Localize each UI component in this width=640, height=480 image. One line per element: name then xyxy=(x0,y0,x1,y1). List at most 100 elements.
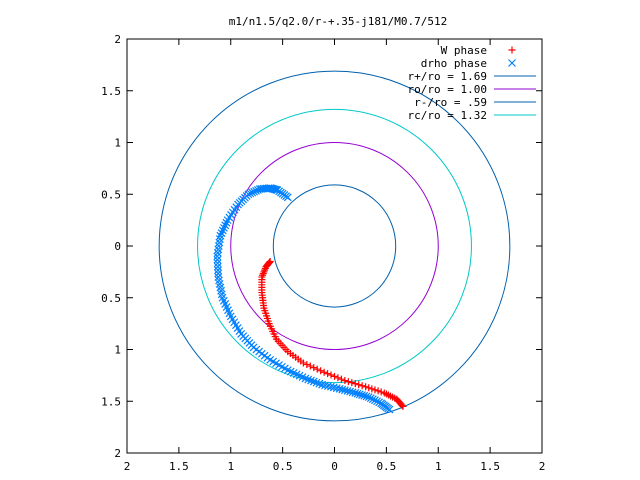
w-phase-point xyxy=(334,374,342,382)
drho-phase-point xyxy=(318,380,326,389)
x-tick-label: 0.5 xyxy=(273,460,293,473)
drho-phase-point xyxy=(326,382,335,391)
w-phase-point xyxy=(368,385,376,393)
chart-title: m1/n1.5/q2.0/r-+.35-j181/M0.7/512 xyxy=(229,15,448,28)
drho-phase-point xyxy=(218,226,227,235)
axis-ticks: 2 1.5 1 0.5 0 0.5 1 1.5 221.510.500.511.52 xyxy=(101,33,545,473)
w-phase-point xyxy=(260,268,268,276)
w-phase-point xyxy=(327,371,335,379)
drho-phase-point xyxy=(362,392,371,401)
legend-swatch xyxy=(508,59,516,67)
w-phase-point xyxy=(259,270,267,278)
drho-phase-point xyxy=(220,223,228,232)
x-tick-label: 0.5 xyxy=(376,460,396,473)
drho-phase-point xyxy=(214,269,223,278)
w-phase-point xyxy=(299,359,307,367)
w-phase-point xyxy=(371,386,379,394)
w-phase-point xyxy=(399,402,407,410)
y-tick-label: 2 xyxy=(114,33,121,46)
w-phase-point xyxy=(344,378,352,386)
drho-phase-point xyxy=(304,375,313,384)
y-tick-label: 1 xyxy=(114,137,121,150)
w-phase-point xyxy=(351,380,359,388)
drho-phase-point xyxy=(213,255,222,264)
x-tick-label: 1.5 xyxy=(480,460,500,473)
drho-phase-point xyxy=(217,229,226,237)
w-phase-point xyxy=(262,263,270,271)
drho-phase-point xyxy=(222,218,231,227)
drho-phase-point xyxy=(221,221,230,230)
drho-phase-point xyxy=(324,382,332,390)
w-phase-point xyxy=(320,368,328,376)
drho-phase-point xyxy=(355,390,364,399)
w-phase-point xyxy=(348,379,356,387)
circle-series xyxy=(272,184,397,308)
w-phase-point xyxy=(337,375,345,383)
legend-swatch xyxy=(508,46,516,54)
x-tick-label: 1 xyxy=(227,460,234,473)
w-phase-point xyxy=(398,401,406,409)
legend-label: ro/ro = 1.00 xyxy=(408,83,487,96)
y-tick-label: 0.5 xyxy=(101,188,121,201)
reference-circles xyxy=(158,70,511,422)
drho-phase-point xyxy=(253,186,262,194)
w-phase-point xyxy=(355,381,363,389)
drho-phase-point xyxy=(371,396,379,405)
x-tick-label: 1 xyxy=(435,460,442,473)
y-tick-label: 1.5 xyxy=(101,395,121,408)
drho-phase-point xyxy=(213,252,222,261)
circle-series xyxy=(158,70,511,422)
drho-phase-point xyxy=(375,398,384,407)
drho-phase-point xyxy=(301,374,310,383)
drho-phase-point xyxy=(340,386,349,395)
x-tick-label: 2 xyxy=(539,460,546,473)
legend-label: drho phase xyxy=(421,57,487,70)
drho-phase-point xyxy=(368,395,377,404)
x-tick-label: 1.5 xyxy=(169,460,189,473)
drho-phase-point xyxy=(213,262,222,271)
drho-phase-point xyxy=(360,391,369,400)
y-tick-label: 1.5 xyxy=(101,85,121,98)
y-tick-label: 1 xyxy=(114,344,121,357)
drho-phase-point xyxy=(309,377,318,386)
drho-phase-point xyxy=(358,391,366,399)
y-tick-label: 0.5 xyxy=(101,292,121,305)
w-phase-point xyxy=(313,365,321,373)
w-phase-point xyxy=(374,387,382,395)
drho-phase-point xyxy=(373,397,381,406)
w-phase-point xyxy=(310,364,318,372)
circle-series xyxy=(230,142,439,350)
legend-label: r+/ro = 1.69 xyxy=(408,70,487,83)
w-phase-point xyxy=(261,264,269,272)
drho-phase-point xyxy=(321,381,329,390)
drho-phase-point xyxy=(214,266,222,275)
drho-phase-point xyxy=(353,389,362,398)
w-phase-point xyxy=(358,382,366,390)
drho-phase-point xyxy=(248,188,257,197)
w-phase-point xyxy=(377,388,385,396)
w-phase-point xyxy=(259,271,267,279)
w-phase-point xyxy=(303,361,311,369)
drho-phase-point xyxy=(312,378,321,387)
drho-phase-point xyxy=(255,185,264,193)
drho-phase-point xyxy=(315,379,324,388)
drho-phase-point xyxy=(351,389,360,397)
circle-series xyxy=(197,108,472,384)
y-tick-label: 0 xyxy=(114,240,121,253)
drho-phase-point xyxy=(335,384,344,393)
drho-phase-point xyxy=(213,259,222,268)
w-phase-point xyxy=(362,383,370,391)
y-tick-label: 2 xyxy=(114,447,121,460)
drho-phase-point xyxy=(338,385,347,394)
drho-phase-point xyxy=(307,376,315,385)
legend-label: r-/ro = .59 xyxy=(414,96,487,109)
w-phase-point xyxy=(306,362,314,370)
drho-phase-point xyxy=(223,216,232,225)
drho-phase-point xyxy=(385,405,394,414)
x-tick-label: 2 xyxy=(124,460,131,473)
x-tick-label: 0 xyxy=(331,460,338,473)
w-phase-point xyxy=(317,367,325,375)
data-points xyxy=(213,184,407,414)
